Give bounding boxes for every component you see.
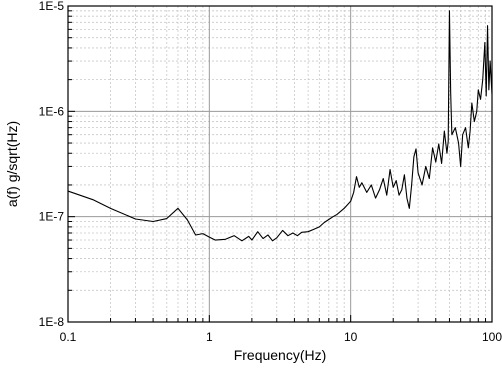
x-tick-label: 100: [482, 330, 502, 344]
y-tick-label: 1E-5: [39, 0, 65, 13]
y-tick-label: 1E-8: [39, 315, 65, 329]
minor-gridlines: [68, 6, 492, 322]
x-tick-label: 0.1: [60, 330, 77, 344]
axis-ticks: [67, 5, 493, 323]
series-line: [67, 10, 493, 242]
x-tick-label: 10: [344, 330, 358, 344]
plot-frame: [67, 5, 493, 323]
y-tick-label: 1E-6: [39, 104, 65, 118]
y-tick-label: 1E-7: [39, 210, 65, 224]
tick-labels: 0.1 1 10 100 1E-8 1E-7 1E-6 1E-5: [39, 0, 502, 344]
series-layer: [67, 10, 493, 242]
x-tick-label: 1: [206, 330, 213, 344]
major-gridlines: [68, 6, 492, 322]
y-axis-label: a(f) g/sqrt(Hz): [4, 121, 20, 207]
x-axis-label: Frequency(Hz): [234, 347, 327, 363]
